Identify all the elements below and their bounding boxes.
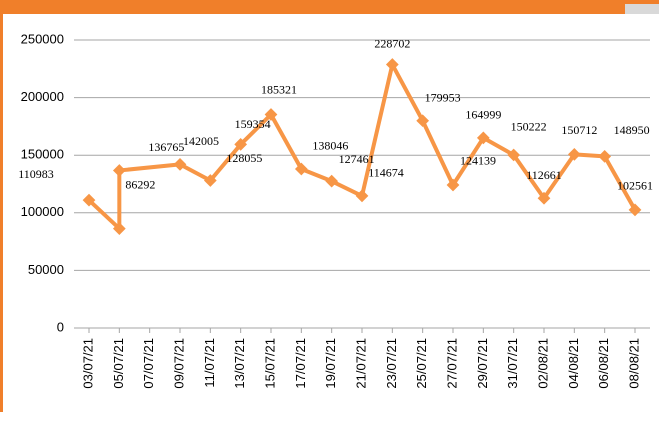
x-tick-label: 04/08/21: [566, 338, 581, 389]
marker: [416, 114, 430, 128]
marker: [82, 193, 96, 207]
x-tick-label: 27/07/21: [444, 338, 459, 389]
data-label: 127461: [339, 152, 375, 166]
y-tick-label: 250000: [21, 31, 64, 46]
marker: [294, 162, 308, 176]
y-tick-label: 100000: [21, 204, 64, 219]
data-label: 128055: [226, 151, 262, 165]
x-tick-label: 21/07/21: [353, 338, 368, 389]
x-tick-label: 08/08/21: [626, 338, 641, 389]
x-tick-label: 13/07/21: [232, 338, 247, 389]
x-tick-label: 11/07/21: [202, 338, 217, 388]
data-label: 138046: [312, 139, 348, 153]
y-tick-label: 50000: [28, 262, 64, 277]
y-tick-label: 150000: [21, 147, 64, 162]
data-label: 124139: [460, 154, 496, 168]
data-label: 164999: [465, 108, 501, 122]
data-label: 159354: [235, 117, 271, 131]
corner-box: [625, 4, 659, 14]
marker: [385, 58, 399, 71]
x-tick-label: 07/07/21: [141, 338, 156, 389]
x-tick-label: 03/07/21: [80, 338, 95, 389]
x-tick-label: 19/07/21: [323, 338, 338, 389]
x-tick-label: 02/08/21: [535, 338, 550, 389]
x-tick-label: 06/08/21: [596, 338, 611, 389]
data-label: 102561: [617, 179, 653, 193]
x-tick-label: 09/07/21: [171, 338, 186, 389]
data-label: 112661: [526, 168, 562, 182]
x-tick-label: 25/07/21: [414, 338, 429, 389]
y-tick-label: 200000: [21, 89, 64, 104]
data-label: 148950: [614, 123, 650, 137]
x-tick-label: 31/07/21: [505, 338, 520, 389]
marker: [112, 222, 126, 235]
x-tick-label: 17/07/21: [293, 338, 308, 389]
marker: [173, 158, 187, 171]
marker: [476, 131, 490, 145]
x-tick-label: 29/07/21: [475, 338, 490, 389]
left-bar: [0, 0, 3, 412]
x-tick-label: 15/07/21: [262, 338, 277, 389]
marker: [203, 174, 217, 187]
marker: [234, 138, 248, 151]
data-label: 114674: [368, 166, 404, 180]
marker: [446, 178, 460, 192]
marker: [507, 148, 521, 162]
data-label: 185321: [261, 82, 297, 96]
data-label: 179953: [425, 90, 461, 104]
data-label: 110983: [18, 167, 54, 181]
data-label: 86292: [125, 177, 155, 191]
data-label: 150222: [511, 120, 547, 134]
data-label: 150712: [561, 123, 597, 137]
data-label: 142005: [183, 134, 219, 148]
marker: [264, 108, 278, 121]
marker: [355, 189, 369, 203]
x-tick-label: 23/07/21: [384, 338, 399, 389]
data-label: 136765: [148, 140, 184, 154]
data-label: 228702: [374, 36, 410, 50]
marker: [325, 174, 339, 188]
top-bar: [0, 0, 659, 14]
y-tick-label: 0: [57, 319, 64, 334]
marker: [112, 164, 126, 177]
x-tick-label: 05/07/21: [111, 338, 126, 389]
